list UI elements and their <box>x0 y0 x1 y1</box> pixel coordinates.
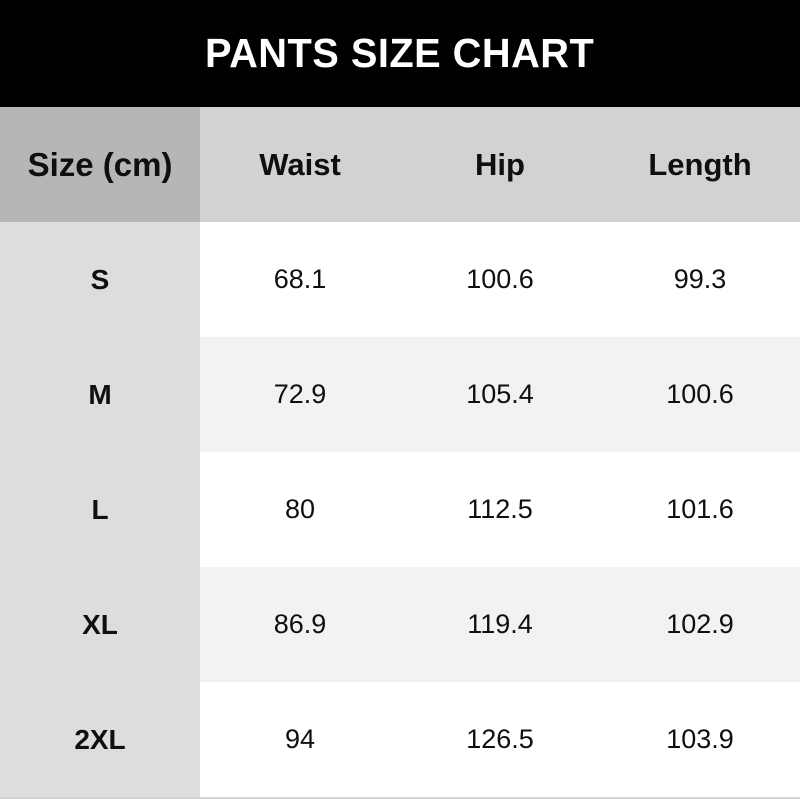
cell-2xl-waist: 94 <box>200 682 400 797</box>
table-row-2xl: 2XL 94 126.5 103.9 <box>0 682 800 797</box>
cell-l-hip: 112.5 <box>400 452 600 567</box>
row-label-l: L <box>0 452 200 567</box>
cell-xl-hip: 119.4 <box>400 567 600 682</box>
cell-l-waist: 80 <box>200 452 400 567</box>
table-row-l: L 80 112.5 101.6 <box>0 452 800 567</box>
cell-s-waist: 68.1 <box>200 222 400 337</box>
cell-m-length: 100.6 <box>600 337 800 452</box>
cell-m-waist: 72.9 <box>200 337 400 452</box>
column-header-waist: Waist <box>200 107 400 222</box>
size-chart-table: Size (cm) Waist Hip Length S 68.1 100.6 … <box>0 107 800 797</box>
cell-2xl-length: 103.9 <box>600 682 800 797</box>
cell-s-hip: 100.6 <box>400 222 600 337</box>
cell-xl-waist: 86.9 <box>200 567 400 682</box>
row-label-m: M <box>0 337 200 452</box>
column-header-hip: Hip <box>400 107 600 222</box>
row-label-2xl: 2XL <box>0 682 200 797</box>
cell-l-length: 101.6 <box>600 452 800 567</box>
title-bar: PANTS SIZE CHART <box>0 0 800 107</box>
cell-2xl-hip: 126.5 <box>400 682 600 797</box>
column-header-length: Length <box>600 107 800 222</box>
table-row-s: S 68.1 100.6 99.3 <box>0 222 800 337</box>
cell-xl-length: 102.9 <box>600 567 800 682</box>
cell-m-hip: 105.4 <box>400 337 600 452</box>
column-header-size: Size (cm) <box>0 107 200 222</box>
page-title: PANTS SIZE CHART <box>205 30 595 76</box>
table-row-m: M 72.9 105.4 100.6 <box>0 337 800 452</box>
table-header-row: Size (cm) Waist Hip Length <box>0 107 800 222</box>
cell-s-length: 99.3 <box>600 222 800 337</box>
row-label-s: S <box>0 222 200 337</box>
row-label-xl: XL <box>0 567 200 682</box>
table-row-xl: XL 86.9 119.4 102.9 <box>0 567 800 682</box>
